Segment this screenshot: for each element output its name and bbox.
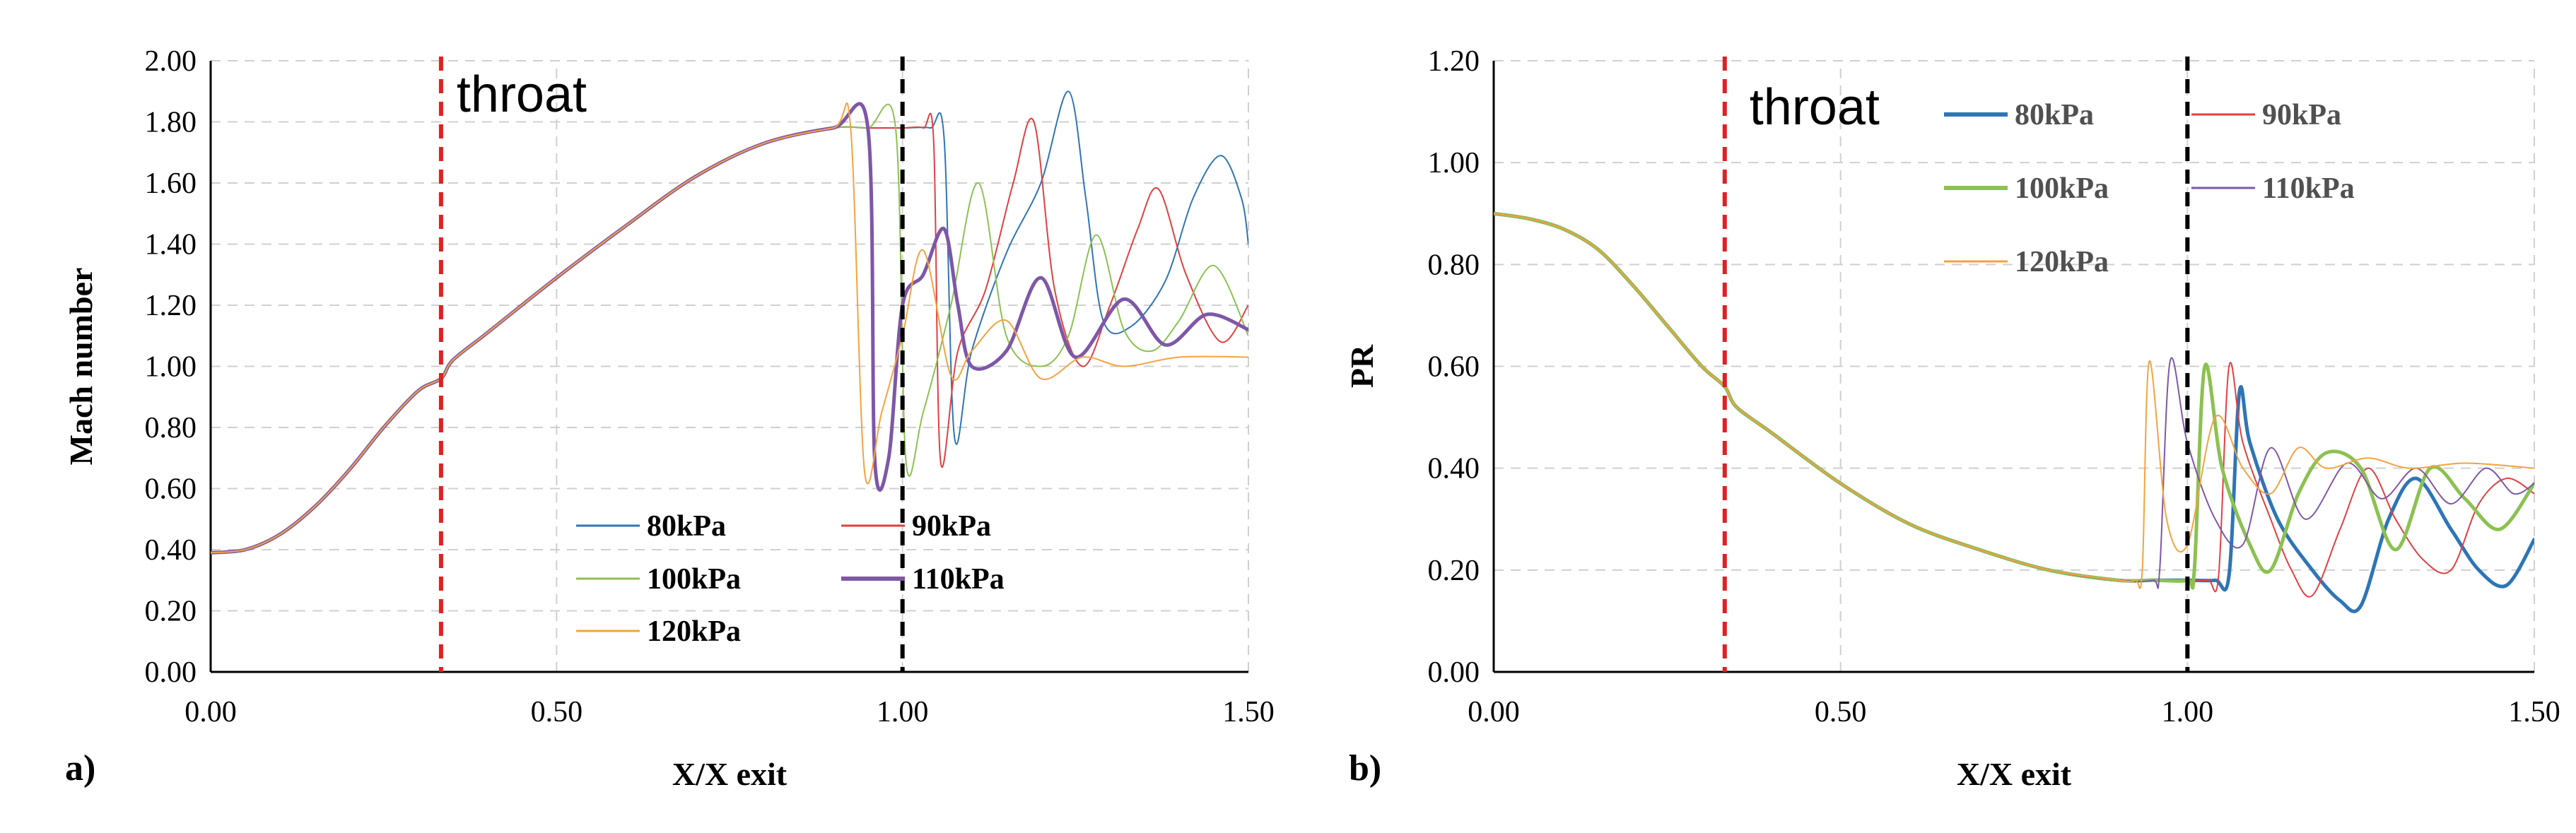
y-tick-label: 1.80 (145, 107, 197, 139)
x-tick-label: 1.00 (2162, 696, 2214, 728)
series-line-120kPa (211, 102, 1248, 554)
panel-label: b) (1349, 748, 1381, 788)
legend-label: 120kPa (2015, 246, 2109, 278)
y-tick-label: 1.00 (1428, 147, 1480, 179)
chart-b: 0.00 0.20 0.40 0.60 0.80 1.00 1.20 0.00 0.50 1.00… (1344, 45, 2560, 792)
y-tick-label: 0.40 (1428, 453, 1480, 485)
x-axis-title: X/X exit (1957, 756, 2072, 792)
legend-label: 90kPa (2262, 99, 2341, 131)
y-axis-title: PR (1344, 344, 1380, 388)
throat-annotation: throat (457, 66, 587, 123)
series-line-100kPa (211, 103, 1248, 554)
series-line-80kPa (1494, 211, 2534, 613)
y-tick-label: 0.20 (145, 596, 197, 628)
y-tick-label: 2.00 (145, 45, 197, 78)
y-tick-label: 1.20 (1428, 45, 1480, 78)
series-line-110kPa (1494, 213, 2534, 589)
y-tick-label: 0.00 (1428, 656, 1480, 689)
y-tick-label: 1.60 (145, 167, 197, 200)
legend-label: 80kPa (2015, 99, 2094, 131)
y-tick-label: 0.60 (145, 473, 197, 506)
x-tick-label: 0.00 (185, 696, 237, 728)
legend-label: 110kPa (2262, 172, 2355, 205)
x-tick-label: 1.50 (1222, 696, 1275, 728)
series-group (1494, 211, 2534, 613)
y-tick-label: 1.20 (145, 290, 197, 322)
y-tick-label: 0.60 (1428, 351, 1480, 384)
y-tick-label: 0.80 (145, 412, 197, 444)
series-line-90kPa (211, 112, 1248, 554)
x-tick-label: 0.50 (1815, 696, 1867, 728)
legend-label: 100kPa (647, 563, 741, 596)
legend-label: 100kPa (2015, 172, 2109, 205)
series-line-100kPa (1494, 211, 2534, 590)
x-tick-label: 1.50 (2508, 696, 2560, 728)
x-tick-label: 1.00 (877, 696, 929, 728)
y-axis-title: Mach number (63, 268, 99, 466)
chart-a: 0.00 0.20 0.40 0.60 0.80 1.00 1.20 1.40 1.60 1.80… (63, 45, 1275, 792)
y-tick-label: 0.40 (145, 534, 197, 567)
y-tick-label: 1.40 (145, 229, 197, 261)
series-line-120kPa (1494, 213, 2534, 589)
panel-label: a) (65, 748, 95, 788)
series-line-110kPa (211, 102, 1248, 555)
y-tick-label: 0.20 (1428, 555, 1480, 587)
legend-label: 120kPa (647, 615, 741, 648)
legend-label: 80kPa (647, 510, 726, 543)
series-group (211, 90, 1248, 555)
y-tick-label: 0.80 (1428, 249, 1480, 281)
throat-annotation: throat (1750, 79, 1880, 136)
series-line-90kPa (1494, 213, 2534, 598)
x-tick-label: 0.00 (1468, 696, 1520, 728)
legend-label: 110kPa (912, 563, 1005, 596)
y-tick-label: 1.00 (145, 351, 197, 384)
legend-label: 90kPa (912, 510, 991, 543)
x-tick-label: 0.50 (531, 696, 583, 728)
series-line-80kPa (211, 90, 1248, 554)
x-axis-title: X/X exit (672, 756, 788, 792)
y-tick-label: 0.00 (145, 656, 197, 689)
